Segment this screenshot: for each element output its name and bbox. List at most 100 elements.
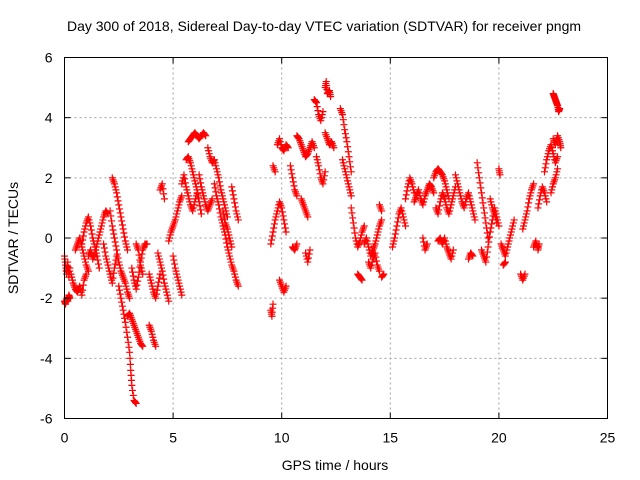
data-point [230, 195, 238, 203]
data-point [215, 174, 223, 182]
data-point [468, 251, 476, 259]
data-point [205, 150, 213, 158]
data-point [289, 174, 297, 182]
data-point [346, 186, 354, 194]
data-point [129, 386, 137, 394]
data-point [136, 256, 144, 264]
data-point [99, 216, 107, 224]
data-point [380, 270, 388, 278]
data-point [339, 116, 347, 124]
data-point [189, 168, 197, 176]
data-point [67, 270, 75, 278]
data-point [190, 174, 198, 182]
data-point [139, 270, 147, 278]
y-tick-label: 4 [45, 110, 53, 126]
data-point [345, 183, 353, 191]
data-point [508, 225, 516, 233]
data-point [442, 240, 450, 248]
data-point [341, 130, 349, 138]
data-point [166, 231, 174, 239]
data-point [281, 224, 289, 232]
data-point [341, 165, 349, 173]
data-point [195, 171, 203, 179]
data-point [129, 272, 137, 280]
data-point [482, 258, 490, 266]
data-point [225, 231, 233, 239]
data-point [507, 228, 515, 236]
data-point [294, 134, 302, 142]
data-point [153, 286, 161, 294]
data-point [305, 250, 313, 258]
data-point [306, 246, 314, 254]
data-point [345, 153, 353, 161]
data-point [466, 195, 474, 203]
data-point [293, 192, 301, 200]
data-point [212, 162, 220, 170]
data-point [152, 290, 160, 298]
data-point [283, 143, 291, 151]
data-point [85, 216, 93, 224]
data-point [397, 204, 405, 212]
data-point [317, 117, 325, 125]
data-point [319, 180, 327, 188]
data-point [215, 205, 223, 213]
data-point [226, 252, 234, 260]
data-point [116, 290, 124, 298]
data-point [304, 254, 312, 262]
data-point [480, 209, 488, 217]
data-point [158, 264, 166, 272]
y-tick-label: 0 [45, 230, 53, 246]
data-point [480, 204, 488, 212]
data-point [112, 186, 120, 194]
data-point [501, 252, 509, 260]
data-point [314, 107, 322, 115]
data-point [270, 224, 278, 232]
data-point [449, 246, 457, 254]
data-point [173, 207, 181, 215]
data-point [148, 330, 156, 338]
data-point [447, 201, 455, 209]
data-point [163, 288, 171, 296]
data-point [205, 147, 213, 155]
data-point [122, 323, 130, 331]
data-point [443, 186, 451, 194]
data-point [268, 232, 276, 240]
data-point [104, 261, 112, 269]
data-point [87, 222, 95, 230]
data-point [394, 214, 402, 222]
data-point [542, 160, 550, 168]
data-point [479, 199, 487, 207]
data-point [485, 233, 493, 241]
data-point [391, 230, 399, 238]
data-point [191, 177, 199, 185]
data-point [217, 186, 225, 194]
data-point [340, 121, 348, 129]
data-point [118, 302, 126, 310]
data-point [108, 217, 116, 225]
data-point [97, 222, 105, 230]
data-point [172, 213, 180, 221]
data-point [139, 342, 147, 350]
data-point [113, 246, 121, 254]
data-point [149, 285, 157, 293]
data-point [441, 195, 449, 203]
data-point [137, 261, 145, 269]
data-point [357, 231, 365, 239]
data-point [435, 206, 443, 214]
data-point [358, 276, 366, 284]
data-point [231, 273, 239, 281]
data-point [188, 165, 196, 173]
data-point [154, 249, 162, 257]
data-point [173, 270, 181, 278]
data-point [128, 381, 136, 389]
data-point [95, 260, 103, 268]
data-point [171, 260, 179, 268]
data-point [210, 156, 218, 164]
data-point [541, 189, 549, 197]
data-point [363, 237, 371, 245]
x-tick-label: 5 [169, 430, 177, 446]
data-point [509, 222, 517, 230]
data-point [303, 151, 311, 159]
data-point [106, 270, 114, 278]
data-point [360, 222, 368, 230]
